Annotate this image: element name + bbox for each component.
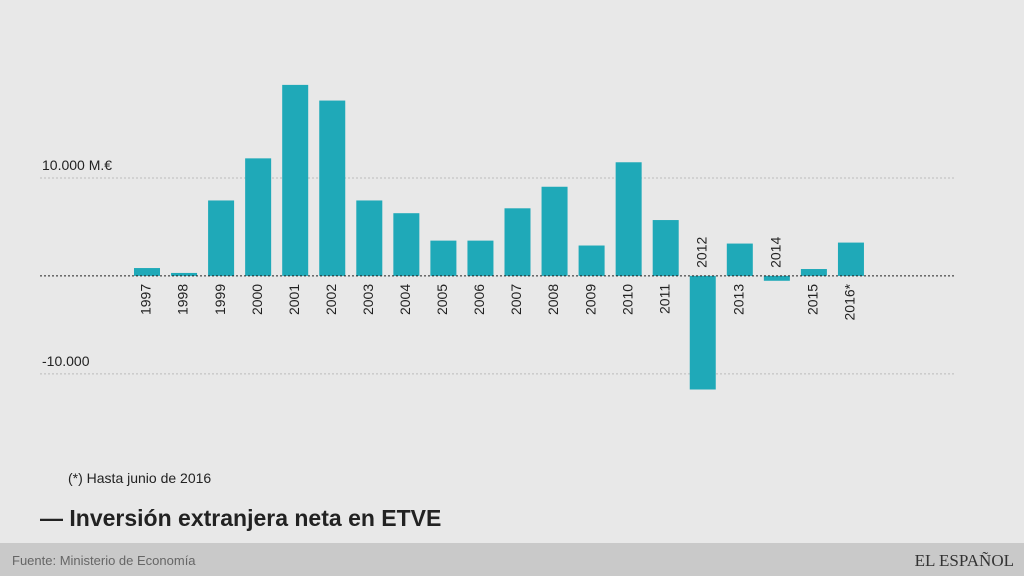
x-tick-label: 2015 xyxy=(805,284,821,315)
x-tick-label: 2014 xyxy=(768,237,784,268)
bar xyxy=(356,200,383,276)
x-tick-label: 2007 xyxy=(508,284,524,315)
x-tick-label: 1999 xyxy=(212,284,228,315)
bar xyxy=(726,243,753,276)
bar xyxy=(578,245,605,276)
x-tick-label: 1998 xyxy=(175,284,191,315)
bar xyxy=(319,100,346,276)
x-tick-label: 2008 xyxy=(545,284,561,315)
bar xyxy=(393,213,420,276)
x-tick-label: 2009 xyxy=(582,284,598,315)
bar xyxy=(763,275,790,281)
x-tick-label: 2003 xyxy=(360,284,376,315)
bar xyxy=(282,84,309,276)
x-tick-label: 2005 xyxy=(434,284,450,315)
chart-title: — Inversión extranjera neta en ETVE xyxy=(40,505,441,531)
bar xyxy=(208,200,235,276)
bar xyxy=(467,240,494,276)
x-tick-label: 2004 xyxy=(397,284,413,315)
bar xyxy=(800,269,827,276)
x-tick-label: 2012 xyxy=(693,237,709,268)
x-tick-label: 2006 xyxy=(471,284,487,315)
y-tick-label: -10.000 xyxy=(42,353,90,369)
bar xyxy=(689,275,716,390)
bar xyxy=(615,162,642,276)
bar xyxy=(652,220,679,276)
y-tick-label: 10.000 M.€ xyxy=(42,157,112,173)
bar xyxy=(245,158,272,276)
bar xyxy=(134,268,160,276)
x-tick-label: 2011 xyxy=(656,284,672,314)
brand: EL ESPAÑOL xyxy=(915,551,1014,570)
x-tick-label: 2001 xyxy=(286,284,302,315)
x-tick-label: 2016* xyxy=(842,283,858,320)
bar xyxy=(837,242,864,276)
x-tick-label: 2002 xyxy=(323,284,339,315)
bar xyxy=(504,208,531,276)
footer xyxy=(0,543,1024,576)
x-tick-label: 2000 xyxy=(249,284,265,315)
bar xyxy=(430,240,457,276)
x-tick-label: 2010 xyxy=(619,284,635,315)
bar xyxy=(541,186,568,276)
x-tick-label: 1997 xyxy=(138,284,154,315)
source: Fuente: Ministerio de Economía xyxy=(12,553,196,568)
x-tick-label: 2013 xyxy=(731,284,747,315)
bar xyxy=(171,272,198,276)
note: (*) Hasta junio de 2016 xyxy=(68,470,211,486)
